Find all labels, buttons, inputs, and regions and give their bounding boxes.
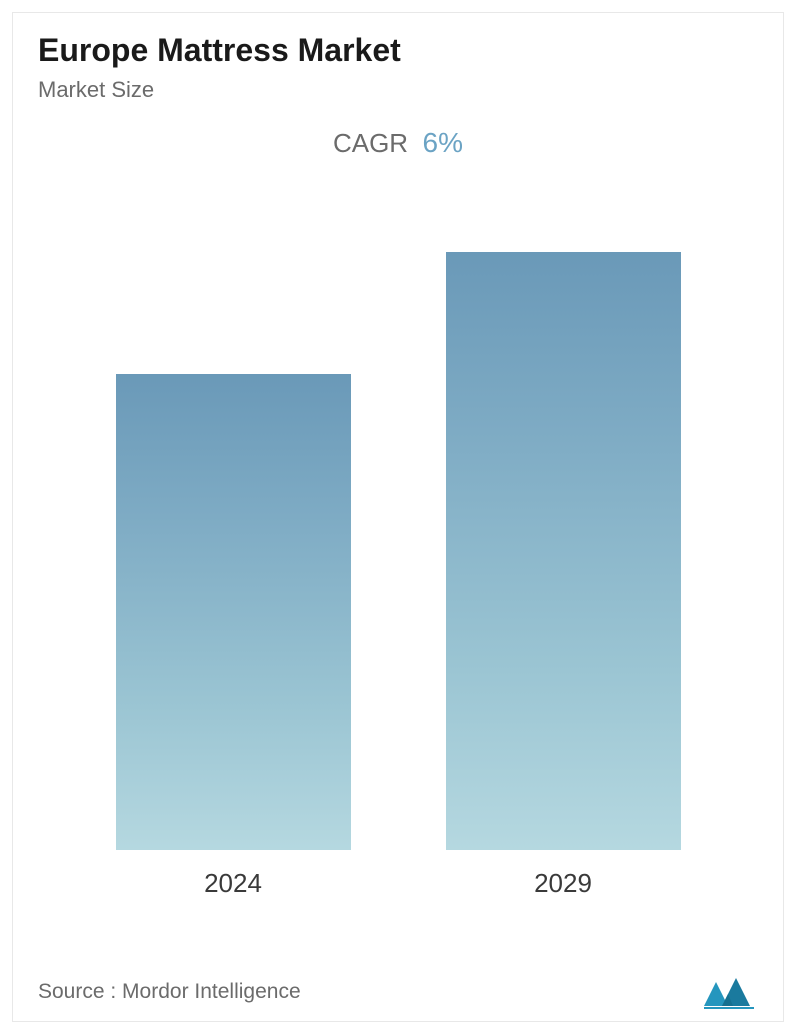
source-text: Source : Mordor Intelligence (38, 980, 301, 1004)
cagr-value: 6% (423, 127, 463, 158)
page-title: Europe Mattress Market (38, 32, 758, 69)
bar-label-1: 2029 (534, 868, 592, 899)
cagr-row: CAGR 6% (38, 127, 758, 159)
bar-1 (446, 252, 681, 850)
footer: Source : Mordor Intelligence (38, 974, 758, 1010)
bar-group-1: 2029 (423, 252, 703, 899)
logo-icon (702, 974, 758, 1010)
subtitle: Market Size (38, 77, 758, 103)
bar-group-0: 2024 (93, 374, 373, 899)
chart-area: 2024 2029 (38, 239, 758, 899)
bar-label-0: 2024 (204, 868, 262, 899)
brand-logo (702, 974, 758, 1010)
chart-container: Europe Mattress Market Market Size CAGR … (0, 0, 796, 1034)
bar-0 (116, 374, 351, 850)
cagr-label: CAGR (333, 128, 408, 158)
